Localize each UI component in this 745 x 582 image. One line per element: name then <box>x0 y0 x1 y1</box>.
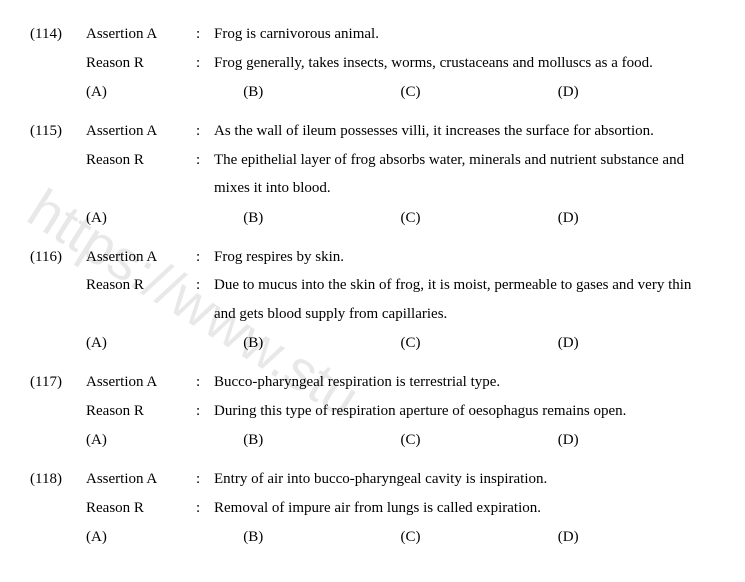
reason-text: The epithelial layer of frog absorbs wat… <box>214 146 715 203</box>
option-b[interactable]: (B) <box>243 425 400 455</box>
question-114: (114) Assertion A : Frog is carnivorous … <box>30 20 715 107</box>
option-b[interactable]: (B) <box>243 522 400 552</box>
option-c[interactable]: (C) <box>401 425 558 455</box>
assertion-text: Entry of air into bucco-pharyngeal cavit… <box>214 465 715 494</box>
options-row: (A) (B) (C) (D) <box>30 77 715 107</box>
option-d[interactable]: (D) <box>558 77 715 107</box>
assertion-label: Assertion A <box>86 465 196 494</box>
options-row: (A) (B) (C) (D) <box>30 522 715 552</box>
colon: : <box>196 20 214 49</box>
option-b[interactable]: (B) <box>243 203 400 233</box>
option-a[interactable]: (A) <box>86 425 243 455</box>
colon: : <box>196 146 214 175</box>
option-d[interactable]: (D) <box>558 425 715 455</box>
question-115: (115) Assertion A : As the wall of ileum… <box>30 117 715 233</box>
colon: : <box>196 465 214 494</box>
reason-text: During this type of respiration aperture… <box>214 397 715 426</box>
option-a[interactable]: (A) <box>86 77 243 107</box>
option-b[interactable]: (B) <box>243 77 400 107</box>
option-d[interactable]: (D) <box>558 203 715 233</box>
reason-label: Reason R <box>86 494 196 523</box>
assertion-text: Frog is carnivorous animal. <box>214 20 715 49</box>
options-row: (A) (B) (C) (D) <box>30 328 715 358</box>
reason-text: Removal of impure air from lungs is call… <box>214 494 715 523</box>
option-a[interactable]: (A) <box>86 522 243 552</box>
option-c[interactable]: (C) <box>401 203 558 233</box>
question-117: (117) Assertion A : Bucco-pharyngeal res… <box>30 368 715 455</box>
question-118: (118) Assertion A : Entry of air into bu… <box>30 465 715 552</box>
colon: : <box>196 271 214 300</box>
question-116: (116) Assertion A : Frog respires by ski… <box>30 243 715 359</box>
colon: : <box>196 494 214 523</box>
colon: : <box>196 368 214 397</box>
colon: : <box>196 243 214 272</box>
colon: : <box>196 117 214 146</box>
reason-label: Reason R <box>86 397 196 426</box>
question-number: (116) <box>30 243 86 272</box>
option-a[interactable]: (A) <box>86 328 243 358</box>
colon: : <box>196 397 214 426</box>
option-c[interactable]: (C) <box>401 522 558 552</box>
reason-label: Reason R <box>86 146 196 175</box>
assertion-label: Assertion A <box>86 117 196 146</box>
question-number: (115) <box>30 117 86 146</box>
reason-label: Reason R <box>86 271 196 300</box>
option-d[interactable]: (D) <box>558 522 715 552</box>
question-number: (118) <box>30 465 86 494</box>
question-number: (114) <box>30 20 86 49</box>
assertion-text: Frog respires by skin. <box>214 243 715 272</box>
assertion-label: Assertion A <box>86 20 196 49</box>
option-d[interactable]: (D) <box>558 328 715 358</box>
options-row: (A) (B) (C) (D) <box>30 203 715 233</box>
assertion-text: As the wall of ileum possesses villi, it… <box>214 117 715 146</box>
reason-label: Reason R <box>86 49 196 78</box>
assertion-label: Assertion A <box>86 368 196 397</box>
colon: : <box>196 49 214 78</box>
option-c[interactable]: (C) <box>401 328 558 358</box>
option-c[interactable]: (C) <box>401 77 558 107</box>
question-number: (117) <box>30 368 86 397</box>
option-a[interactable]: (A) <box>86 203 243 233</box>
reason-text: Due to mucus into the skin of frog, it i… <box>214 271 715 328</box>
option-b[interactable]: (B) <box>243 328 400 358</box>
assertion-label: Assertion A <box>86 243 196 272</box>
reason-text: Frog generally, takes insects, worms, cr… <box>214 49 715 78</box>
assertion-text: Bucco-pharyngeal respiration is terrestr… <box>214 368 715 397</box>
options-row: (A) (B) (C) (D) <box>30 425 715 455</box>
